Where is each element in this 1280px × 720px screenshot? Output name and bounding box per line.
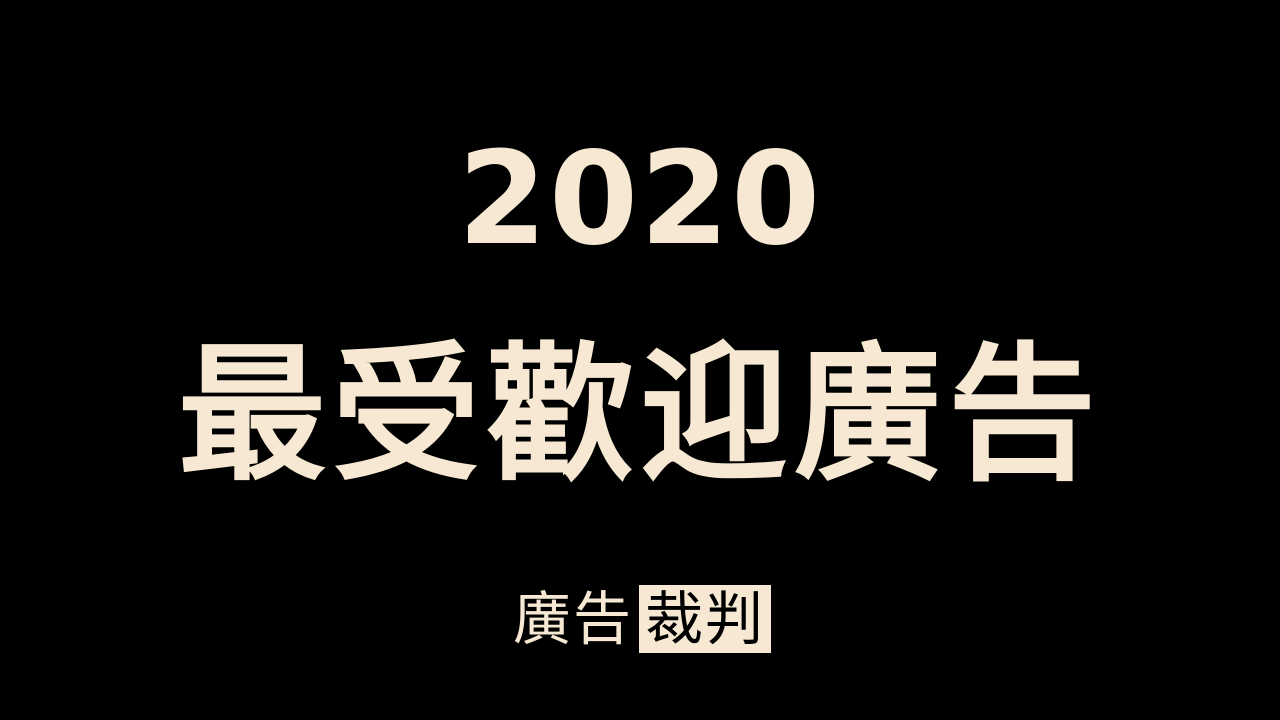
year-title: 2020: [457, 125, 823, 274]
logo-boxed-text: 裁判: [639, 585, 772, 653]
headline-title: 最受歡迎廣告: [178, 329, 1102, 501]
logo-plain-text: 廣告: [512, 585, 633, 653]
brand-logo: 廣告 裁判: [0, 584, 1280, 654]
